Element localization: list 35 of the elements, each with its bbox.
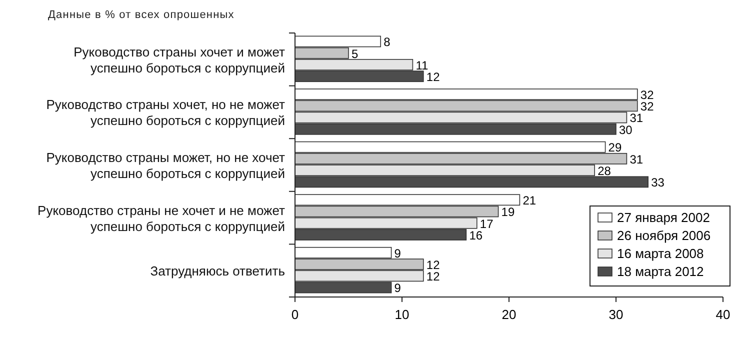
x-tick-label: 30 bbox=[608, 307, 624, 322]
data-label: 12 bbox=[426, 70, 440, 84]
data-label: 28 bbox=[598, 164, 612, 178]
data-label: 31 bbox=[630, 152, 644, 166]
legend-label: 16 марта 2008 bbox=[617, 246, 704, 261]
data-label: 21 bbox=[522, 194, 536, 208]
data-label: 29 bbox=[608, 140, 622, 155]
y-tick-label: Руководство страны хочет и может успешно бороться с коррупцией bbox=[74, 44, 286, 76]
data-label: 8 bbox=[384, 35, 391, 50]
data-label: 31 bbox=[630, 111, 644, 126]
y-tick-label: Руководство страны хочет, но не может успешно бороться с коррупцией bbox=[46, 97, 286, 128]
legend-label: 18 марта 2012 bbox=[617, 264, 704, 279]
x-tick-label: 0 bbox=[291, 307, 299, 322]
data-label: 32 bbox=[640, 88, 654, 102]
x-tick-label: 20 bbox=[502, 307, 516, 322]
data-label: 11 bbox=[416, 58, 428, 72]
y-tick-label: Затрудняюсь ответить bbox=[150, 264, 286, 279]
data-label: 5 bbox=[352, 46, 358, 61]
text: Данные в % от всех опрошенных bbox=[48, 9, 234, 21]
data-label: 17 bbox=[480, 216, 494, 231]
x-tick-label: 10 bbox=[394, 307, 410, 322]
data-label: 19 bbox=[501, 205, 515, 220]
data-label: 12 bbox=[426, 258, 440, 272]
legend-label: 26 ноября 2006 bbox=[617, 228, 711, 243]
data-label: 32 bbox=[640, 100, 654, 114]
data-label: 9 bbox=[394, 281, 402, 296]
y-tick-label: Руководство страны не хочет и не может успешно бороться с коррупцией bbox=[38, 202, 286, 234]
data-label: 30 bbox=[619, 122, 633, 137]
x-tick-label: 40 bbox=[716, 307, 730, 322]
data-label: 16 bbox=[469, 228, 483, 242]
data-label: 33 bbox=[651, 176, 665, 190]
y-tick-label: Руководство страны может, но не хочет успешно бороться с коррупцией bbox=[46, 150, 286, 181]
data-label: 9 bbox=[394, 246, 402, 260]
legend-label: 27 января 2002 bbox=[617, 210, 710, 225]
data-label: 12 bbox=[426, 270, 440, 284]
